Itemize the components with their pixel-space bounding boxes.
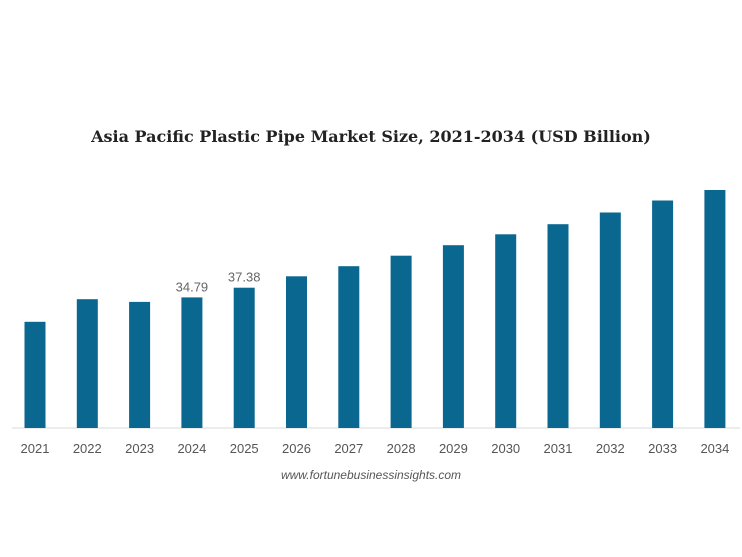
bar-2032	[599, 212, 621, 428]
bar-2034	[704, 190, 726, 428]
data-labels: 34.79 37.38	[176, 270, 261, 295]
x-tick-label-2027: 2027	[334, 441, 363, 456]
x-tick-label-2025: 2025	[230, 441, 259, 456]
x-tick-label-2021: 2021	[21, 441, 50, 456]
bar-2030	[495, 234, 517, 428]
data-label-2025: 37.38	[228, 270, 261, 285]
bar-2024	[181, 297, 203, 428]
bar-2023	[129, 301, 151, 428]
x-tick-label-2031: 2031	[544, 441, 573, 456]
bar-2031	[547, 224, 569, 428]
x-tick-label-2029: 2029	[439, 441, 468, 456]
x-tick-label-2034: 2034	[700, 441, 729, 456]
bar-2027	[338, 266, 360, 428]
bar-2029	[442, 245, 464, 428]
x-tick-label-2023: 2023	[125, 441, 154, 456]
x-tick-label-2030: 2030	[491, 441, 520, 456]
chart-title: Asia Pacific Plastic Pipe Market Size, 2…	[91, 127, 651, 146]
bar-2026	[286, 276, 307, 428]
bar-series	[24, 190, 726, 428]
bar-2028	[390, 255, 412, 428]
bar-2033	[652, 200, 674, 428]
x-tick-label-2026: 2026	[282, 441, 311, 456]
bar-2025	[233, 287, 255, 428]
x-tick-label-2022: 2022	[73, 441, 102, 456]
x-tick-label-2032: 2032	[596, 441, 625, 456]
bar-2021	[24, 321, 46, 428]
source-credit: www.fortunebusinessinsights.com	[280, 468, 462, 482]
x-tick-label-2028: 2028	[387, 441, 416, 456]
bar-2022	[76, 299, 98, 428]
x-tick-label-2024: 2024	[177, 441, 206, 456]
x-tick-label-2033: 2033	[648, 441, 677, 456]
data-label-2024: 34.79	[176, 279, 209, 294]
x-axis-tick-labels: 2021 2022 2023 2024 2025 2026 2027 2028 2029 2030…	[21, 441, 730, 456]
